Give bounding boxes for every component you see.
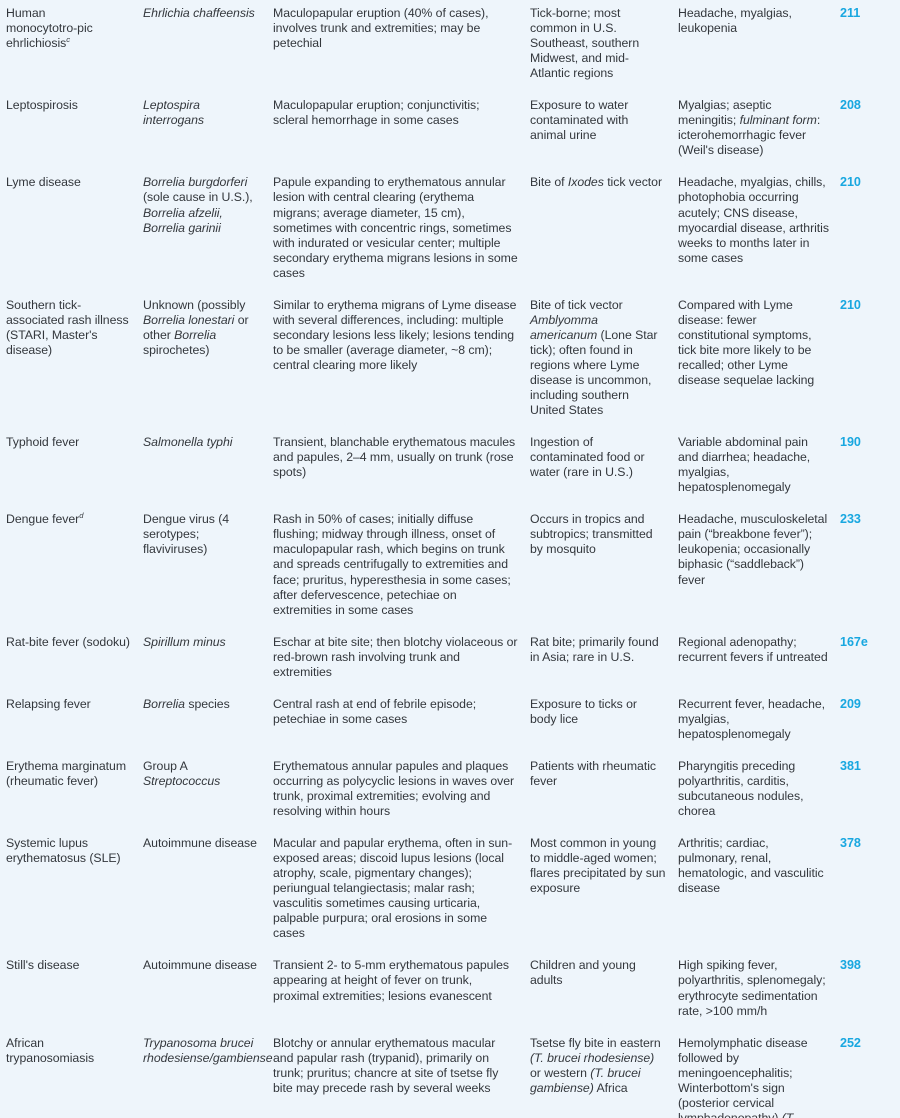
cell-disease: African trypanosomiasis: [6, 1035, 95, 1065]
cell-chapter[interactable]: 378: [840, 836, 861, 851]
footnote-marker: d: [79, 511, 84, 521]
table-row: Leptospirosis Leptospira interrogans Mac…: [0, 92, 900, 170]
table-row: Erythema marginatum (rheumatic fever) Gr…: [0, 752, 900, 831]
cell-etiology: Salmonella typhi: [143, 435, 233, 450]
table-row: Relapsing fever Borrelia species Central…: [0, 690, 900, 753]
cell-epidemiology: Tick-borne; most common in U.S. Southeas…: [530, 6, 640, 81]
cell-epidemiology: Children and young adults: [530, 958, 636, 988]
cell-etiology: Leptospira interrogans: [143, 98, 204, 128]
cell-clues: Pharyngitis preceding polyarthritis, car…: [678, 758, 804, 819]
cell-etiology: Autoimmune disease: [143, 958, 257, 973]
cell-description: Erythematous annular papules and plaques…: [273, 758, 515, 819]
cell-epidemiology: Bite of Ixodes tick vector: [530, 175, 662, 190]
cell-description: Similar to erythema migrans of Lyme dise…: [273, 297, 517, 372]
cell-epidemiology: Exposure to water contaminated with anim…: [530, 98, 629, 143]
cell-disease: Systemic lupus erythematosus (SLE): [6, 836, 121, 866]
table-row: Still's disease Autoimmune disease Trans…: [0, 952, 900, 1030]
cell-clues: Recurrent fever, headache, myalgias, hep…: [678, 696, 826, 741]
cell-clues: Arthritis; cardiac, pulmonary, renal, he…: [678, 836, 824, 896]
footnote-marker: c: [66, 35, 70, 44]
cell-etiology: Unknown (possibly Borrelia lonestari or …: [143, 297, 249, 357]
table-row: Typhoid fever Salmonella typhi Transient…: [0, 429, 900, 507]
cell-description: Rash in 50% of cases; initially diffuse …: [273, 512, 511, 617]
cell-epidemiology: Rat bite; primarily found in Asia; rare …: [530, 634, 659, 664]
cell-clues: Regional adenopathy; recurrent fevers if…: [678, 634, 828, 664]
cell-etiology: Ehrlichia chaffeensis: [143, 6, 255, 20]
cell-chapter[interactable]: 167e: [840, 634, 868, 649]
cell-disease: Dengue feverd: [6, 511, 84, 527]
table-row: Lyme disease Borrelia burgdorferi (sole …: [0, 169, 900, 292]
cell-etiology: Trypanosoma brucei rhodesiense/gambiense: [143, 1035, 273, 1065]
cell-clues: Headache, myalgias, leukopenia: [678, 6, 792, 36]
cell-description: Maculopapular eruption (40% of cases), i…: [273, 6, 489, 51]
cell-description: Transient, blanchable erythematous macul…: [273, 435, 516, 480]
cell-chapter[interactable]: 208: [840, 98, 861, 113]
cell-chapter[interactable]: 210: [840, 297, 861, 312]
cell-description: Transient 2- to 5-mm erythematous papule…: [273, 958, 510, 1003]
cell-clues: Headache, musculoskeletal pain (“breakbo…: [678, 512, 828, 587]
cell-chapter[interactable]: 381: [840, 758, 861, 773]
cell-disease: Leptospirosis: [6, 98, 78, 113]
cell-epidemiology: Bite of tick vector Amblyomma americanum…: [530, 297, 658, 418]
cell-epidemiology: Patients with rheumatic fever: [530, 758, 656, 788]
cell-etiology: Borrelia species: [143, 696, 230, 711]
cell-description: Central rash at end of febrile episode; …: [273, 696, 477, 726]
cell-chapter[interactable]: 210: [840, 175, 861, 190]
cell-description: Blotchy or annular erythematous macular …: [273, 1035, 499, 1095]
cell-disease: Erythema marginatum (rheumatic fever): [6, 758, 127, 788]
cell-description: Maculopapular eruption; conjunctivitis; …: [273, 98, 480, 128]
cell-chapter[interactable]: 398: [840, 958, 861, 973]
cell-epidemiology: Exposure to ticks or body lice: [530, 696, 637, 726]
cell-clues: Myalgias; aseptic meningitis; fulminant …: [678, 98, 821, 158]
cell-etiology: Dengue virus (4 serotypes; flaviviruses): [143, 512, 230, 557]
cell-disease: Lyme disease: [6, 175, 81, 190]
cell-description: Papule expanding to erythematous annular…: [273, 175, 518, 280]
cell-clues: High spiking fever, polyarthritis, splen…: [678, 958, 826, 1018]
table-row: African trypanosomiasis Trypanosoma bruc…: [0, 1029, 900, 1118]
table-row: Systemic lupus erythematosus (SLE) Autoi…: [0, 830, 900, 953]
cell-etiology: Spirillum minus: [143, 634, 226, 649]
cell-disease: Human monocytotro‑pic ehrlichiosisc: [6, 6, 93, 51]
cell-disease: Typhoid fever: [6, 435, 80, 450]
cell-disease: Still's disease: [6, 958, 80, 973]
cell-chapter[interactable]: 209: [840, 696, 861, 711]
cell-etiology: Autoimmune disease: [143, 836, 257, 851]
cell-clues: Compared with Lyme disease: fewer consti…: [678, 297, 815, 387]
cell-etiology: Borrelia burgdorferi (sole cause in U.S.…: [143, 175, 253, 235]
table-row: Human monocytotro‑pic ehrlichiosisc Ehrl…: [0, 0, 900, 93]
cell-clues: Hemolymphatic disease followed by mening…: [678, 1035, 808, 1118]
cell-epidemiology: Tsetse fly bite in eastern (T. brucei rh…: [530, 1035, 661, 1095]
cell-disease: Relapsing fever: [6, 696, 91, 711]
cell-description: Eschar at bite site; then blotchy violac…: [273, 634, 518, 679]
cell-etiology: Group A Streptococcus: [143, 758, 221, 788]
cell-clues: Headache, myalgias, chills, photophobia …: [678, 175, 829, 265]
cell-epidemiology: Most common in young to middle-aged wome…: [530, 836, 666, 896]
cell-description: Macular and papular erythema, often in s…: [273, 836, 513, 941]
cell-disease: Rat-bite fever (sodoku): [6, 634, 130, 649]
cell-chapter[interactable]: 233: [840, 512, 861, 527]
table-row: Southern tick-associated rash illness (S…: [0, 291, 900, 430]
cell-epidemiology: Ingestion of contaminated food or water …: [530, 435, 645, 480]
table-row: Dengue feverd Dengue virus (4 serotypes;…: [0, 506, 900, 629]
cell-clues: Variable abdominal pain and diarrhea; he…: [678, 435, 811, 495]
cell-chapter[interactable]: 190: [840, 435, 861, 450]
table-row: Rat-bite fever (sodoku) Spirillum minus …: [0, 628, 900, 691]
cell-chapter[interactable]: 211: [840, 6, 861, 20]
cell-epidemiology: Occurs in tropics and subtropics; transm…: [530, 512, 653, 557]
cell-disease: Southern tick-associated rash illness (S…: [6, 297, 129, 357]
cell-chapter[interactable]: 252: [840, 1035, 861, 1050]
